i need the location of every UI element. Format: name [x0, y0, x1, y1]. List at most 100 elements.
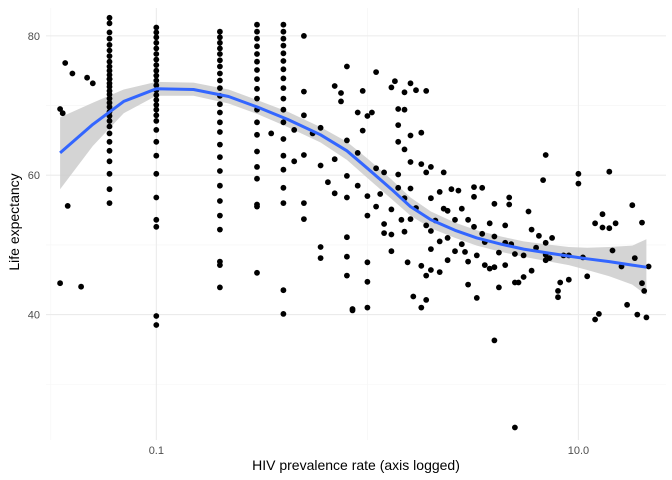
data-point — [491, 200, 498, 207]
data-point — [317, 244, 324, 250]
data-point — [254, 131, 260, 138]
data-point — [364, 259, 371, 266]
data-point — [388, 248, 395, 255]
data-point — [491, 233, 498, 240]
data-point — [153, 82, 160, 89]
data-point — [106, 91, 113, 98]
data-point — [153, 216, 160, 223]
data-point — [317, 162, 324, 169]
data-point — [344, 63, 350, 70]
data-point — [359, 127, 366, 134]
confidence-ribbon — [60, 81, 647, 296]
data-point — [106, 123, 113, 130]
data-point — [106, 29, 113, 36]
data-point — [407, 80, 414, 87]
y-tick-label: 80 — [28, 31, 40, 43]
data-point — [217, 77, 223, 84]
data-point — [606, 225, 613, 232]
data-point — [465, 258, 471, 265]
data-point — [542, 239, 549, 246]
data-point — [217, 154, 223, 161]
data-point — [254, 119, 260, 126]
data-point — [423, 222, 430, 229]
data-point — [542, 152, 549, 158]
data-point — [407, 159, 414, 165]
data-point — [217, 168, 223, 174]
data-point — [549, 235, 555, 241]
data-point — [395, 184, 402, 191]
data-point — [106, 83, 113, 90]
data-point — [280, 106, 287, 113]
data-point — [280, 35, 287, 42]
data-point — [528, 226, 535, 233]
data-point — [254, 51, 260, 57]
data-point — [364, 212, 371, 219]
data-point — [153, 112, 160, 119]
data-point — [404, 259, 411, 266]
data-point — [291, 126, 298, 133]
data-point — [479, 184, 486, 191]
data-point — [254, 76, 260, 82]
data-point — [153, 67, 160, 74]
data-point — [458, 241, 465, 248]
data-point — [354, 109, 361, 116]
data-point — [153, 313, 160, 319]
data-point — [57, 106, 63, 112]
data-point — [481, 262, 488, 268]
data-point — [344, 272, 350, 279]
data-point — [280, 50, 287, 57]
data-point — [331, 156, 338, 163]
data-point — [388, 206, 395, 213]
data-point — [624, 301, 630, 308]
data-point — [280, 200, 287, 207]
data-point — [643, 314, 650, 321]
data-point — [217, 28, 223, 35]
data-point — [473, 252, 480, 259]
data-point — [496, 284, 502, 291]
data-point — [59, 110, 66, 117]
data-point — [423, 169, 430, 176]
data-point — [423, 88, 430, 94]
data-point — [448, 186, 455, 193]
data-point — [428, 228, 434, 234]
data-point — [395, 122, 402, 128]
data-point — [471, 184, 477, 191]
data-point — [217, 51, 223, 57]
data-point — [153, 126, 160, 133]
data-point — [217, 141, 223, 148]
data-point — [280, 311, 287, 317]
data-point — [254, 148, 260, 155]
data-point — [381, 221, 387, 227]
data-point — [639, 219, 645, 226]
data-point — [69, 70, 76, 77]
data-point — [106, 200, 113, 207]
x-tick-label: 10.0 — [568, 445, 589, 457]
data-point — [106, 47, 113, 54]
data-point — [153, 24, 160, 31]
data-point — [401, 106, 408, 113]
data-point — [280, 152, 287, 159]
data-point — [217, 226, 223, 233]
data-point — [418, 304, 425, 311]
data-point — [106, 170, 113, 177]
data-point — [89, 80, 96, 87]
data-point — [423, 272, 430, 279]
data-point — [280, 136, 287, 142]
data-point — [217, 212, 223, 219]
data-point — [458, 205, 465, 212]
data-point — [217, 129, 223, 135]
data-point — [153, 34, 160, 41]
data-point — [217, 119, 223, 126]
data-point — [280, 166, 287, 173]
data-point — [254, 35, 260, 42]
data-point — [436, 269, 443, 275]
data-point — [471, 223, 477, 230]
data-point — [338, 98, 344, 105]
data-point — [395, 106, 402, 112]
data-point — [592, 220, 598, 227]
data-point — [428, 195, 434, 202]
data-point — [364, 113, 371, 119]
data-point — [280, 42, 287, 49]
data-point — [364, 304, 371, 311]
